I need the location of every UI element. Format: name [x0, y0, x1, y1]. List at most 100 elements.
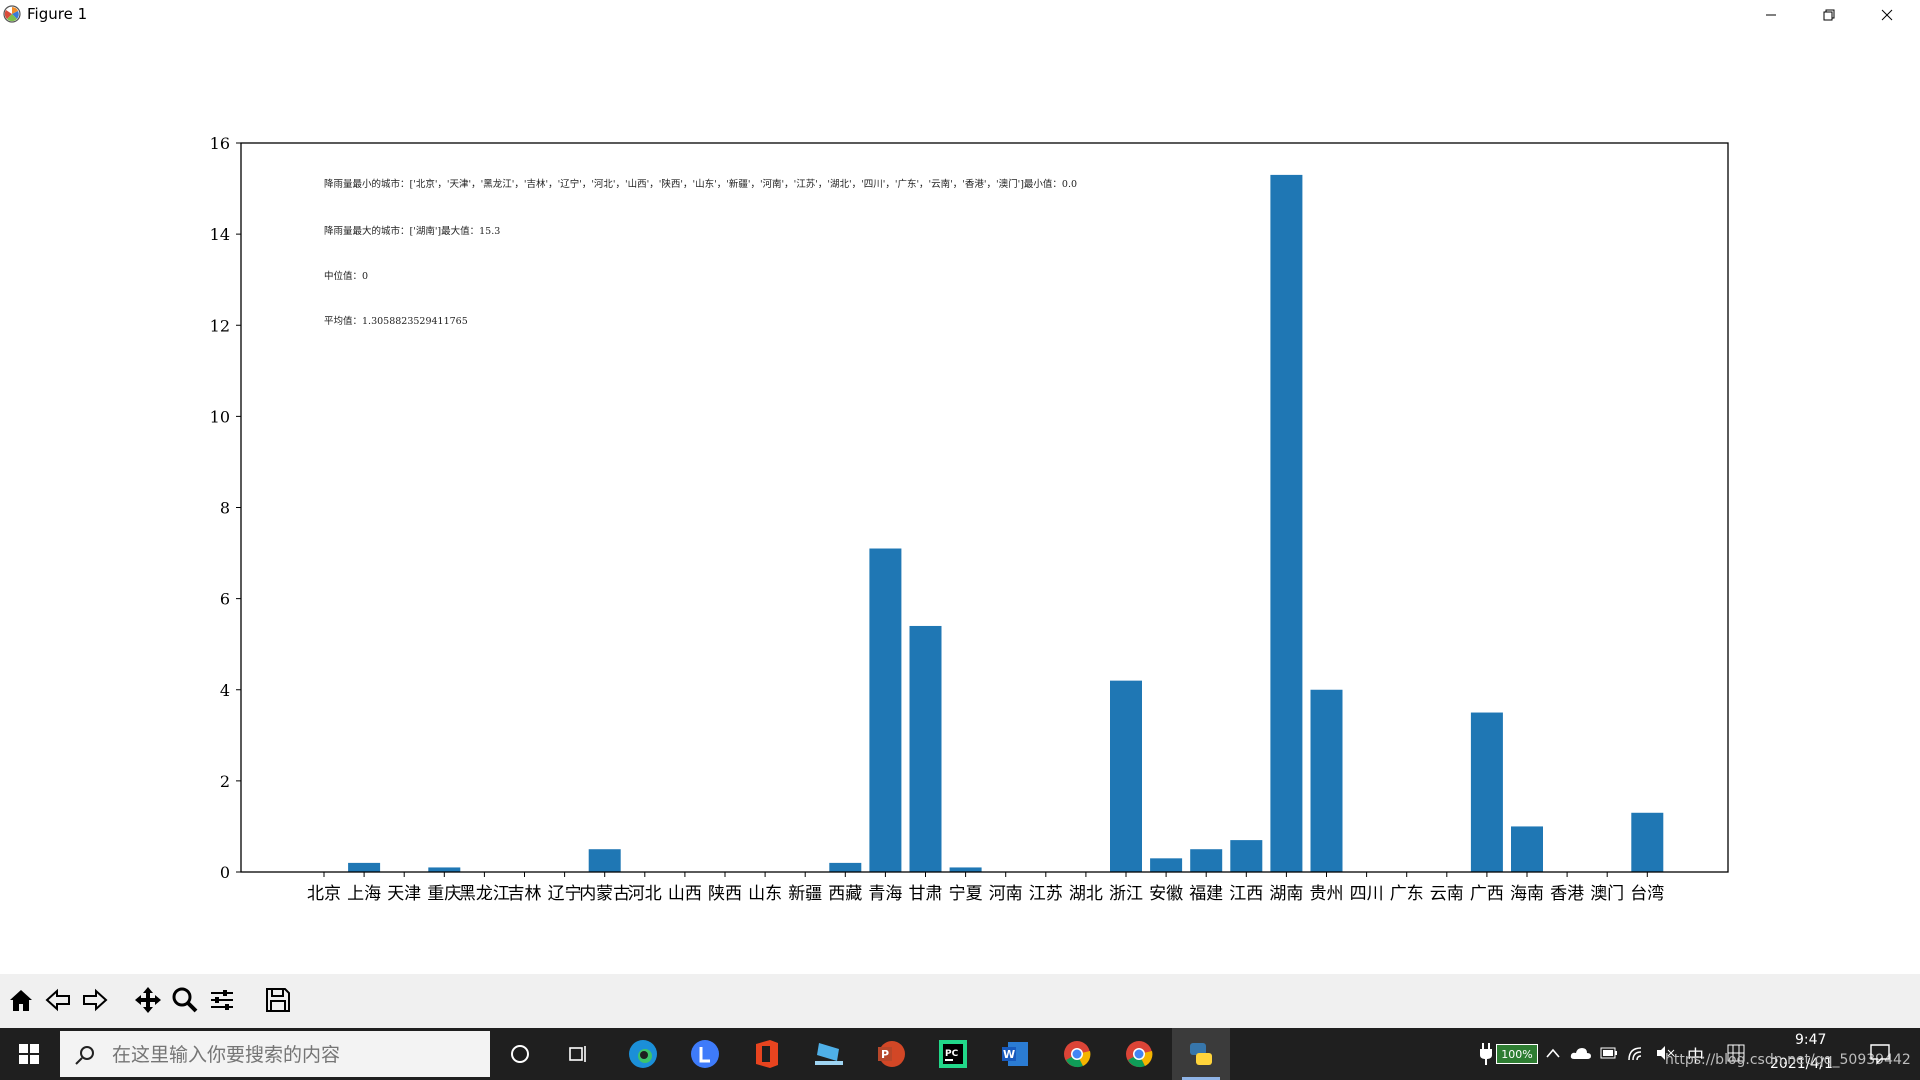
configure-subplots-button[interactable]: [205, 982, 239, 1018]
pan-button[interactable]: [131, 982, 165, 1018]
powerpoint-icon: P: [878, 1041, 905, 1067]
onedrive-cloud-icon[interactable]: [1570, 1046, 1592, 1060]
task-view-button[interactable]: [550, 1028, 608, 1080]
annotation-1: 降雨量最小的城市：['北京'，'天津'，'黑龙江'，'吉林'，'辽宁'，'河北'…: [324, 178, 1077, 190]
back-button[interactable]: [41, 982, 75, 1018]
search-input[interactable]: [110, 1040, 484, 1070]
x-tick-label: 陕西: [708, 884, 742, 904]
y-tick-label: 2: [220, 772, 230, 791]
laptop-app-icon: [815, 1043, 843, 1065]
system-tray: 100% 中 9:47 2021/4/1 https://blog.csdn.n…: [1475, 1028, 1920, 1080]
configure-subplots-icon: [211, 990, 233, 1010]
back-arrow-icon: [45, 988, 70, 1012]
forward-button[interactable]: [78, 982, 112, 1018]
forward-arrow-icon: [83, 988, 108, 1012]
x-tick-label: 山东: [748, 884, 782, 904]
clock-date[interactable]: 2021/4/1: [1770, 1056, 1833, 1072]
x-tick-label: 黑龙江: [459, 884, 510, 904]
notification-icon[interactable]: [1869, 1043, 1891, 1065]
chevron-up-icon[interactable]: [1545, 1046, 1561, 1060]
bar-海南: [1511, 826, 1543, 872]
x-tick-label: 河北: [628, 884, 662, 904]
python-icon: [1190, 1043, 1212, 1065]
annotation-2: 降雨量最大的城市：['湖南']最大值：15.3: [324, 225, 500, 237]
x-tick-label: 宁夏: [949, 884, 983, 904]
battery-badge[interactable]: 100%: [1496, 1044, 1538, 1064]
home-button[interactable]: [4, 982, 38, 1018]
annotation-4: 平均值：1.3058823529411765: [324, 315, 468, 327]
taskbar-app-powerpoint[interactable]: P: [862, 1028, 920, 1080]
bar-重庆: [428, 867, 461, 872]
battery-icon[interactable]: [1600, 1047, 1618, 1059]
taskbar-search-box[interactable]: [60, 1031, 490, 1077]
volume-muted-icon[interactable]: [1655, 1045, 1675, 1061]
taskbar-app-word[interactable]: W: [986, 1028, 1044, 1080]
clock-time[interactable]: 9:47: [1795, 1032, 1827, 1048]
navigation-toolbar: [0, 974, 1920, 1028]
taskbar-app-chrome-2[interactable]: [1110, 1028, 1168, 1080]
x-tick-label: 天津: [387, 884, 421, 904]
x-tick-label: 福建: [1189, 884, 1223, 904]
svg-text:W: W: [1003, 1048, 1015, 1061]
minimize-icon: [1766, 14, 1776, 15]
x-tick-label: 内蒙古: [579, 884, 630, 904]
chrome-icon: [1064, 1041, 1091, 1068]
l-app-icon: [691, 1040, 719, 1068]
word-icon: W: [1002, 1042, 1028, 1066]
bar-青海: [869, 548, 902, 872]
y-tick-label: 8: [220, 499, 230, 518]
bar-上海: [348, 862, 381, 872]
close-icon: [1881, 9, 1893, 20]
taskbar-app-pycharm[interactable]: PC: [924, 1028, 982, 1080]
x-tick-label: 海南: [1510, 884, 1544, 904]
wifi-icon[interactable]: [1627, 1044, 1647, 1062]
home-icon: [10, 990, 32, 1011]
cortana-button[interactable]: [491, 1028, 549, 1080]
save-disk-icon: [266, 988, 290, 1012]
power-plug-icon[interactable]: [1479, 1043, 1493, 1065]
x-tick-label: 西藏: [828, 884, 862, 904]
matplotlib-logo-icon: [3, 5, 21, 23]
zoom-magnifier-icon: [172, 987, 198, 1013]
search-icon: [75, 1046, 94, 1065]
bar-广西: [1470, 712, 1503, 872]
x-tick-label: 青海: [868, 884, 902, 904]
title-bar: Figure 1: [0, 0, 1920, 30]
start-button[interactable]: [0, 1028, 58, 1080]
ime-indicator[interactable]: 中: [1687, 1047, 1704, 1067]
x-tick-label: 重庆: [427, 884, 461, 904]
x-tick-label: 上海: [347, 884, 381, 904]
figure-canvas[interactable]: 0 2 4 6 8 10 12 14 16 北京 上海 天津 重庆 黑龙江 吉林 辽宁 内蒙古 河北 山西 陕西 山东…: [0, 29, 1920, 974]
pycharm-icon: PC: [939, 1040, 967, 1068]
x-tick-label: 台湾: [1630, 884, 1664, 904]
x-tick-label: 吉林: [508, 884, 542, 904]
bar-西藏: [829, 862, 862, 872]
y-tick-label: 6: [220, 590, 230, 609]
save-button[interactable]: [261, 982, 295, 1018]
taskbar-app-laptop[interactable]: [800, 1028, 858, 1080]
x-tick-label: 江苏: [1029, 884, 1063, 904]
x-tick-label: 江西: [1229, 884, 1263, 904]
x-tick-label: 北京: [307, 884, 341, 904]
x-tick-label: 山西: [668, 884, 702, 904]
svg-text:P: P: [881, 1048, 889, 1061]
x-tick-label: 云南: [1430, 884, 1464, 904]
windows-taskbar: P PC W 100% 中 9:47 2021/4/1 https://blog…: [0, 1028, 1920, 1080]
ime-grid-icon[interactable]: [1727, 1044, 1745, 1062]
x-tick-label: 四川: [1350, 884, 1384, 904]
minimize-button[interactable]: [1742, 0, 1800, 29]
taskbar-app-lark[interactable]: [676, 1028, 734, 1080]
zoom-button[interactable]: [168, 982, 202, 1018]
restore-button[interactable]: [1800, 0, 1858, 29]
plot-area-frame: [240, 142, 1729, 873]
taskbar-app-edge[interactable]: [614, 1028, 672, 1080]
bar-安徽: [1150, 858, 1183, 872]
taskbar-app-office[interactable]: [738, 1028, 796, 1080]
close-button[interactable]: [1858, 0, 1916, 29]
taskbar-app-python[interactable]: [1172, 1028, 1230, 1080]
taskbar-app-chrome-1[interactable]: [1048, 1028, 1106, 1080]
x-tick-label: 广东: [1390, 884, 1424, 904]
x-tick-label: 湖北: [1069, 884, 1103, 904]
bar-内蒙古: [588, 849, 621, 872]
annotation-3: 中位值：0: [324, 270, 368, 282]
